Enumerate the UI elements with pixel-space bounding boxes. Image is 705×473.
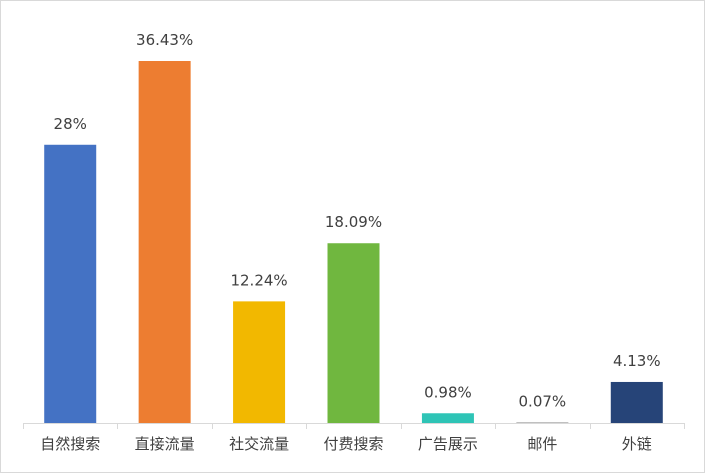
category-label: 广告展示: [418, 435, 478, 453]
bar: [421, 413, 474, 423]
data-label: 12.24%: [230, 271, 287, 289]
data-label: 0.98%: [424, 383, 472, 401]
category-label: 付费搜索: [323, 435, 383, 453]
bars-layer: [44, 61, 663, 424]
bar: [138, 61, 191, 423]
category-label: 直接流量: [135, 435, 195, 453]
category-label: 社交流量: [229, 435, 289, 453]
data-label: 36.43%: [136, 31, 193, 49]
category-labels-layer: 自然搜索 直接流量 社交流量 付费搜索 广告展示 邮件 外链: [40, 435, 652, 453]
data-label: 28%: [54, 115, 87, 133]
bar: [44, 144, 97, 424]
bar: [610, 381, 663, 423]
data-label: 4.13%: [613, 352, 661, 370]
data-label: 0.07%: [519, 392, 567, 410]
category-label: 自然搜索: [40, 435, 100, 453]
bar: [233, 301, 286, 423]
data-labels-layer: 28% 36.43% 12.24% 18.09% 0.98% 0.07% 4.13%: [54, 31, 661, 410]
category-label: 外链: [622, 435, 652, 453]
x-ticks-layer: [23, 423, 685, 429]
data-label: 18.09%: [325, 213, 382, 231]
bar: [516, 422, 569, 423]
bar: [327, 243, 380, 423]
category-label: 邮件: [527, 435, 557, 453]
